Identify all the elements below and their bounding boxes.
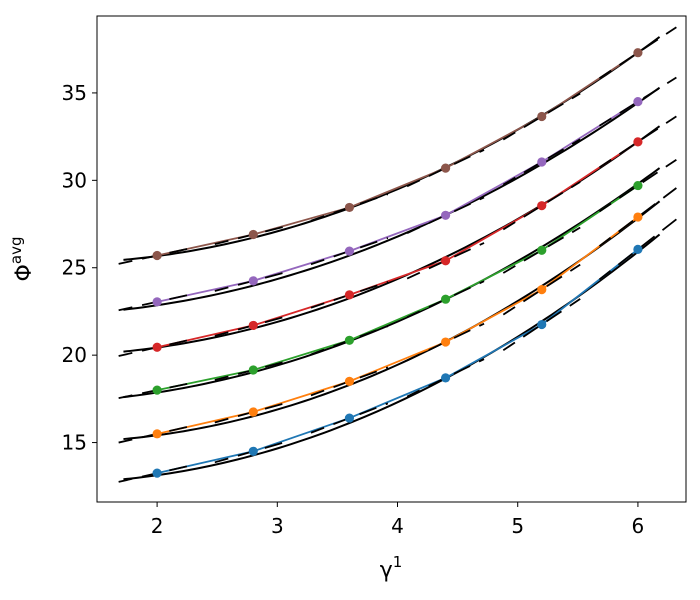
- data-point: [344, 290, 355, 300]
- fit-curve: [123, 86, 661, 311]
- data-point: [633, 212, 643, 222]
- x-tick-label: 3: [271, 514, 284, 538]
- data-point: [152, 385, 162, 395]
- series-line: [156, 184, 639, 392]
- x-axis-label: γ1: [380, 553, 403, 583]
- x-axis-label-base: γ: [380, 558, 393, 583]
- data-point: [344, 413, 355, 423]
- axes-frame: [96, 15, 687, 503]
- fit-curve: [123, 36, 661, 261]
- data-point: [248, 276, 258, 286]
- data-point: [344, 376, 355, 386]
- data-point: [440, 163, 451, 173]
- data-point: [440, 210, 451, 220]
- data-point: [633, 244, 643, 254]
- data-point: [152, 429, 162, 439]
- series-line: [156, 216, 639, 435]
- y-axis-label-base: Φ: [12, 264, 37, 281]
- data-point: [633, 48, 643, 58]
- data-point: [537, 157, 547, 167]
- data-point: [633, 137, 643, 147]
- y-axis-label: Φavg: [7, 237, 37, 282]
- series-line: [156, 248, 639, 475]
- data-point: [248, 407, 258, 417]
- data-point: [152, 342, 162, 352]
- data-point: [537, 245, 547, 255]
- y-axis-label-sup: avg: [7, 237, 25, 265]
- fit-curve: [123, 200, 661, 441]
- data-point: [248, 365, 258, 375]
- data-point: [248, 320, 258, 331]
- x-axis-label-sup: 1: [393, 553, 403, 571]
- data-point: [248, 446, 258, 456]
- series-line: [156, 51, 639, 257]
- data-point: [152, 297, 162, 307]
- tangent-segment: [598, 218, 677, 281]
- fit-curve: [123, 167, 661, 399]
- tangent-segment: [598, 187, 677, 247]
- x-tick-label: 6: [632, 514, 645, 538]
- data-point: [537, 284, 547, 295]
- y-tick-label: 15: [62, 431, 87, 455]
- data-point: [537, 201, 547, 211]
- data-point: [537, 111, 547, 122]
- y-axis: 15 20 25 30 35: [62, 81, 97, 455]
- series-line: [156, 141, 639, 349]
- x-tick-label: 2: [151, 514, 164, 538]
- data-point: [537, 319, 547, 330]
- y-tick-label: 20: [62, 343, 87, 367]
- data-point: [633, 97, 643, 107]
- data-point: [152, 468, 162, 478]
- data-point: [440, 373, 451, 383]
- data-point: [344, 202, 355, 213]
- data-point: [344, 335, 355, 345]
- data-point: [440, 256, 451, 266]
- data-point: [152, 250, 162, 261]
- fit-curve: [123, 233, 661, 481]
- plot-area: [118, 26, 677, 483]
- y-tick-label: 35: [62, 81, 87, 105]
- data-point: [633, 180, 643, 191]
- data-point: [248, 229, 258, 240]
- data-point: [440, 337, 451, 347]
- x-tick-label: 4: [391, 514, 404, 538]
- x-tick-label: 5: [511, 514, 524, 538]
- data-point: [440, 294, 451, 304]
- y-tick-label: 30: [62, 168, 87, 192]
- x-axis: 2 3 4 5 6: [151, 502, 645, 538]
- data-point: [344, 246, 355, 256]
- y-tick-label: 25: [62, 256, 87, 280]
